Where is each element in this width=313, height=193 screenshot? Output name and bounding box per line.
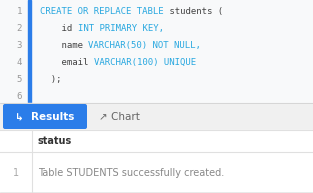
Text: ↳  Results: ↳ Results (15, 112, 75, 122)
Text: students (: students ( (164, 7, 223, 16)
Text: VARCHAR(100) UNIQUE: VARCHAR(100) UNIQUE (94, 58, 196, 67)
Text: );: ); (40, 75, 61, 84)
Bar (0, 0, 313, 103)
FancyBboxPatch shape (3, 104, 87, 129)
Text: 4: 4 (17, 58, 22, 67)
Text: 5: 5 (17, 75, 22, 84)
Text: ↗ Chart: ↗ Chart (99, 112, 140, 122)
Text: 6: 6 (17, 92, 22, 102)
Text: CREATE OR REPLACE TABLE: CREATE OR REPLACE TABLE (40, 7, 164, 16)
Bar (0, 130, 313, 193)
Text: 1: 1 (13, 168, 19, 178)
Bar (0, 103, 313, 130)
Bar (28, 0, 31, 103)
Text: email: email (40, 58, 94, 67)
Text: name: name (40, 41, 88, 50)
Text: 3: 3 (17, 41, 22, 50)
Text: 1: 1 (17, 7, 22, 16)
Text: status: status (38, 136, 72, 146)
Text: Table STUDENTS successfully created.: Table STUDENTS successfully created. (38, 168, 224, 178)
Text: id: id (40, 24, 78, 33)
Text: INT PRIMARY KEY,: INT PRIMARY KEY, (78, 24, 164, 33)
Text: VARCHAR(50) NOT NULL,: VARCHAR(50) NOT NULL, (88, 41, 201, 50)
Text: 2: 2 (17, 24, 22, 33)
